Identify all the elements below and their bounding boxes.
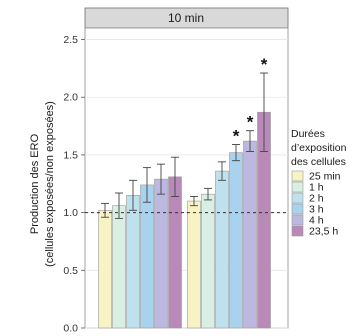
- bar: [229, 152, 243, 329]
- legend-title-line2: d’exposition: [291, 142, 347, 154]
- y-tick-label: 1.5: [63, 149, 78, 161]
- bar: [126, 195, 140, 329]
- bar: [201, 193, 215, 329]
- legend-swatch: [291, 225, 304, 237]
- legend-swatch: [291, 181, 304, 193]
- y-axis: 0.0 0.5 1.0 1.5 2.0 2.5: [63, 34, 85, 335]
- legend-swatch: [291, 170, 304, 182]
- bar: [98, 210, 112, 329]
- y-tick-label: 0.0: [63, 323, 78, 335]
- legend-swatch: [291, 203, 304, 215]
- legend-label: 3 h: [309, 204, 324, 216]
- legend-label: 2 h: [309, 193, 324, 205]
- legend-label: 1 h: [309, 182, 324, 194]
- bar: [140, 184, 154, 329]
- significance-markers: * * *: [233, 55, 268, 146]
- bar: [154, 178, 168, 329]
- significance-star: *: [247, 113, 254, 132]
- bar: [168, 176, 182, 329]
- legend-swatch: [291, 214, 304, 226]
- legend-swatch: [291, 192, 304, 204]
- legend-title-line1: Durées: [291, 128, 325, 140]
- legend-label: 4 h: [309, 215, 324, 227]
- legend-title-line3: des cellules: [291, 156, 346, 168]
- bar: [243, 140, 257, 329]
- facet-label: 10 min: [168, 11, 204, 25]
- error-bars: [101, 72, 268, 219]
- y-axis-title: Production des ERO (cellules exposées/no…: [29, 101, 56, 267]
- y-tick-label: 1.0: [63, 207, 78, 219]
- bar: [187, 200, 201, 329]
- y-axis-title-line1: Production des ERO: [29, 133, 41, 234]
- y-axis-title-line2: (cellules exposées/non exposées): [44, 101, 56, 267]
- bar: [112, 205, 126, 329]
- legend-label: 25 min: [309, 171, 341, 183]
- bar: [215, 170, 229, 329]
- facet-strip: 10 min: [84, 7, 289, 29]
- y-tick-label: 2.5: [63, 34, 78, 46]
- legend-label: 23,5 h: [309, 226, 338, 238]
- y-tick-label: 0.5: [63, 265, 78, 277]
- legend: Durées d’exposition des cellules 25 min1…: [291, 128, 347, 238]
- plot-panel: * * *: [84, 27, 289, 329]
- y-tick-label: 2.0: [63, 92, 78, 104]
- significance-star: *: [261, 55, 268, 74]
- significance-star: *: [233, 127, 240, 146]
- bars: [98, 111, 271, 329]
